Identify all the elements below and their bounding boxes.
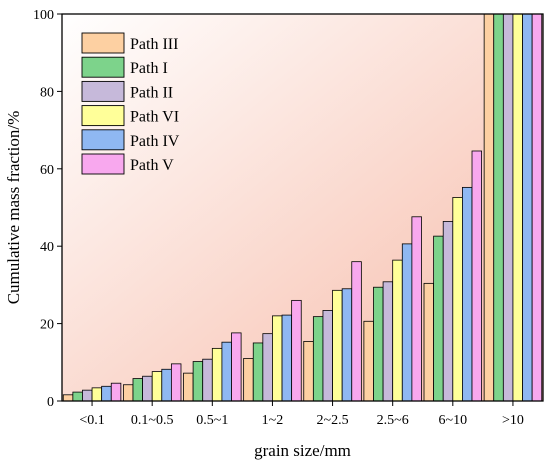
x-axis-title: grain size/mm: [254, 441, 351, 460]
bar-path-iv-4: [341, 288, 353, 402]
bar-path-vi-4: [332, 289, 343, 402]
bar-path-ii-4: [322, 310, 333, 402]
bar-path-iii-2: [183, 372, 194, 402]
bar-path-ii-6: [442, 221, 454, 402]
bar-path-i-7: [493, 13, 504, 402]
legend-swatch-path-i: [81, 56, 125, 78]
x-tick-label: 0.5~1: [196, 413, 228, 428]
y-tick-label: 0: [47, 395, 54, 410]
legend-label-path-iv: Path IV: [130, 133, 180, 150]
bar-path-v-1: [170, 363, 182, 402]
bar-path-iv-5: [401, 243, 413, 402]
bar-path-v-5: [411, 216, 422, 402]
legend-label-path-i: Path I: [130, 60, 168, 77]
bar-path-vi-7: [512, 13, 523, 402]
legend-swatch-path-iii: [81, 32, 125, 54]
plot-frame: [61, 13, 544, 402]
bar-path-i-3: [252, 342, 264, 402]
legend-label-path-v: Path V: [130, 157, 174, 174]
bar-path-vi-5: [392, 259, 403, 402]
y-tick-label: 40: [40, 240, 54, 255]
legend-swatch-path-v: [81, 153, 125, 175]
legend: Path III Path I Path II Path VI Path IV Path …: [81, 32, 180, 175]
y-tick-label: 20: [40, 318, 54, 333]
x-tick-label: 1~2: [262, 413, 284, 428]
bar-path-i-5: [373, 286, 384, 402]
legend-swatch-path-vi: [81, 105, 125, 127]
legend-label-path-ii: Path II: [130, 84, 173, 101]
bar-path-ii-1: [142, 375, 153, 402]
bar-path-vi-1: [151, 371, 163, 402]
x-tick-label: <0.1: [79, 413, 104, 428]
legend-label-path-iii: Path III: [130, 36, 178, 53]
x-tick-label: 6~10: [439, 413, 468, 428]
x-tick-label: 2~2.5: [317, 413, 349, 428]
bar-path-iii-7: [483, 13, 495, 402]
y-tick-label: 60: [40, 163, 54, 178]
bar-path-iii-6: [423, 282, 435, 402]
legend-label-path-vi: Path VI: [130, 109, 179, 126]
bar-path-iii-1: [122, 384, 134, 402]
bar-path-v-7: [531, 13, 543, 402]
bar-path-v-2: [231, 332, 242, 402]
bar-path-ii-3: [262, 333, 273, 402]
bar-path-iii-3: [243, 358, 254, 402]
bar-path-v-4: [351, 261, 362, 402]
bar-path-vi-0: [91, 387, 103, 402]
bar-path-i-1: [132, 378, 143, 402]
bar-path-v-6: [471, 150, 483, 402]
bar-path-iv-0: [101, 385, 112, 402]
bar-path-iv-2: [221, 341, 232, 402]
bar-path-ii-2: [202, 358, 213, 402]
bar-path-v-0: [110, 382, 122, 402]
bar-path-ii-5: [382, 281, 394, 402]
bar-path-iv-6: [462, 186, 473, 402]
bar-path-vi-6: [452, 197, 463, 402]
bar-path-iv-7: [522, 13, 533, 402]
bar-path-iii-5: [363, 320, 374, 402]
bar-path-i-2: [192, 361, 204, 402]
bar-path-iv-1: [161, 368, 172, 402]
axes-layer: 0 20 40 60 80 100 <0.1 0.1~0.5 0.5~1 1~2 2~2.5 2.5~…: [33, 8, 524, 428]
legend-swatch-path-iv: [81, 129, 125, 151]
bar-path-ii-0: [82, 389, 93, 402]
bar-path-i-4: [312, 316, 324, 402]
y-axis-title: Cumulative mass fraction/%: [4, 111, 23, 305]
bar-path-i-6: [433, 235, 444, 402]
bar-path-iii-0: [62, 394, 74, 402]
bar-path-iv-3: [281, 314, 293, 402]
bar-path-vi-2: [211, 347, 223, 402]
bar-path-iii-4: [303, 340, 314, 402]
bar-path-vi-3: [272, 315, 283, 402]
bar-path-ii-7: [502, 13, 514, 402]
x-tick-label: 0.1~0.5: [131, 413, 174, 428]
x-tick-label: 2.5~6: [377, 413, 409, 428]
x-tick-label: >10: [502, 413, 524, 428]
y-tick-label: 80: [40, 85, 54, 100]
y-tick-label: 100: [33, 8, 54, 23]
bar-path-v-3: [291, 299, 302, 402]
legend-swatch-path-ii: [81, 80, 125, 102]
bar-path-i-0: [72, 391, 83, 402]
